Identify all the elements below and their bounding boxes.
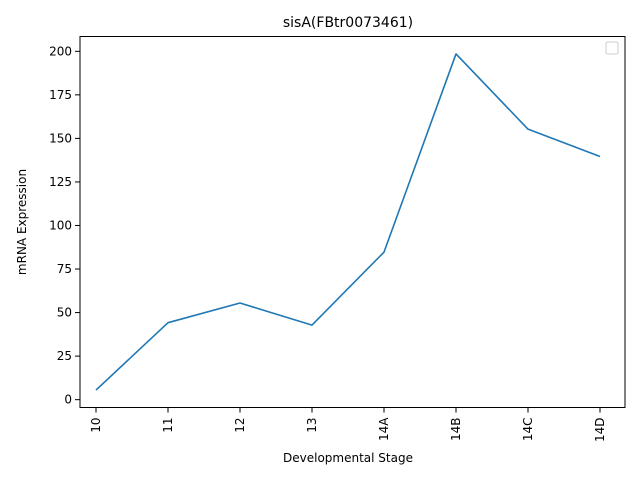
y-axis-label: mRNA Expression — [15, 169, 29, 275]
series-line — [95, 53, 601, 391]
plot-series — [95, 53, 601, 391]
y-tick-label: 200 — [49, 44, 72, 58]
y-tick-label: 75 — [57, 262, 72, 276]
y-axis: 0 25 50 75 100 125 150 175 200 — [49, 44, 80, 407]
x-axis: 10 11 12 13 14A 14B 14C 14D — [89, 407, 607, 443]
chart-title: sisA(FBtr0073461) — [283, 15, 413, 31]
y-tick-label: 125 — [49, 175, 72, 189]
x-tick-label: 10 — [89, 418, 103, 433]
x-tick-label: 14C — [521, 418, 535, 442]
y-tick-label: 0 — [64, 393, 72, 407]
x-tick-label: 14A — [377, 417, 391, 441]
x-tick-label: 11 — [161, 418, 175, 433]
y-tick-label: 25 — [57, 349, 72, 363]
x-tick-label: 12 — [233, 418, 247, 433]
x-tick-label: 14B — [449, 418, 463, 442]
x-tick-label: 13 — [305, 418, 319, 433]
x-tick-label: 14D — [593, 418, 607, 443]
y-tick-label: 175 — [49, 88, 72, 102]
x-axis-label: Developmental Stage — [283, 451, 413, 465]
y-tick-label: 50 — [57, 306, 72, 320]
y-tick-label: 150 — [49, 131, 72, 145]
plot-frame — [79, 36, 626, 408]
legend-box — [605, 41, 619, 55]
y-tick-label: 100 — [49, 218, 72, 232]
